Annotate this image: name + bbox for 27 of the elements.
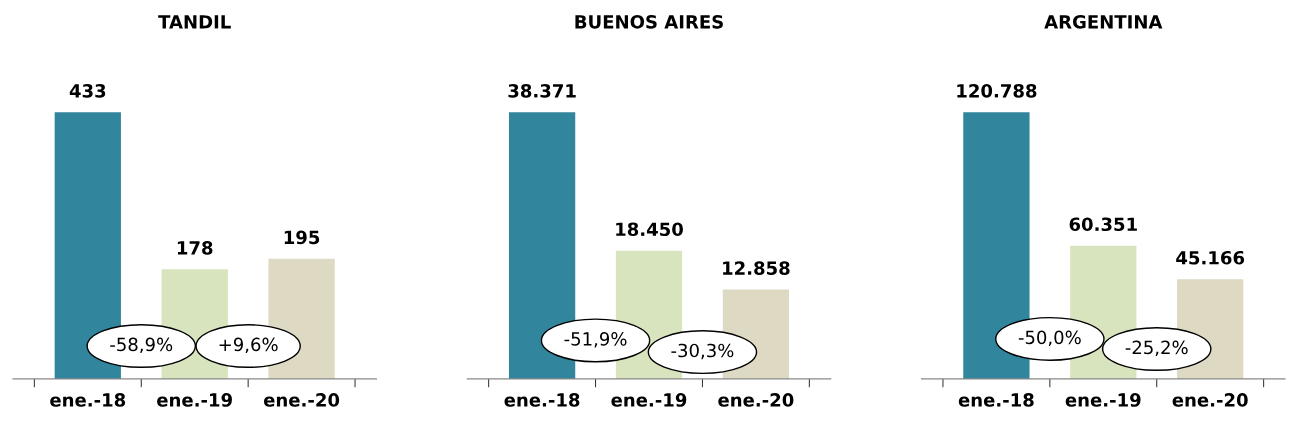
data-label: 433	[69, 84, 106, 98]
chart-title: ARGENTINA	[1044, 14, 1163, 29]
chart-title: BUENOS AIRES	[575, 14, 723, 29]
data-label: 120.788	[957, 84, 1037, 98]
annotation: -51,9%	[564, 332, 627, 348]
annotation: +9,6%	[219, 337, 278, 354]
data-label: 178	[177, 241, 213, 255]
x-tick-label: ene.-19	[611, 393, 687, 407]
data-label: 60.351	[1069, 217, 1137, 232]
annotation: -25,2%	[1125, 340, 1188, 357]
data-label: 12.858	[723, 261, 790, 275]
data-label: 38.371	[508, 84, 576, 98]
x-tick-label: ene.-18	[504, 393, 580, 407]
x-tick-label: ene.-18	[50, 393, 126, 407]
x-tick-label: ene.-20	[718, 393, 794, 407]
annotation: -30,3%	[671, 343, 734, 360]
x-tick-label: ene.-20	[263, 393, 340, 407]
x-tick-label: ene.-19	[157, 393, 232, 407]
annotation: -58,9%	[110, 337, 173, 354]
x-tick-label: ene.-19	[1065, 393, 1141, 407]
data-label: 195	[284, 230, 320, 245]
data-label: 45.166	[1176, 250, 1245, 265]
chart-title: TANDIL	[158, 15, 231, 29]
data-label: 18.450	[616, 222, 683, 237]
annotation: -50,0%	[1018, 330, 1081, 347]
x-tick-label: ene.-20	[1172, 393, 1248, 407]
x-tick-label: ene.-18	[958, 393, 1034, 407]
